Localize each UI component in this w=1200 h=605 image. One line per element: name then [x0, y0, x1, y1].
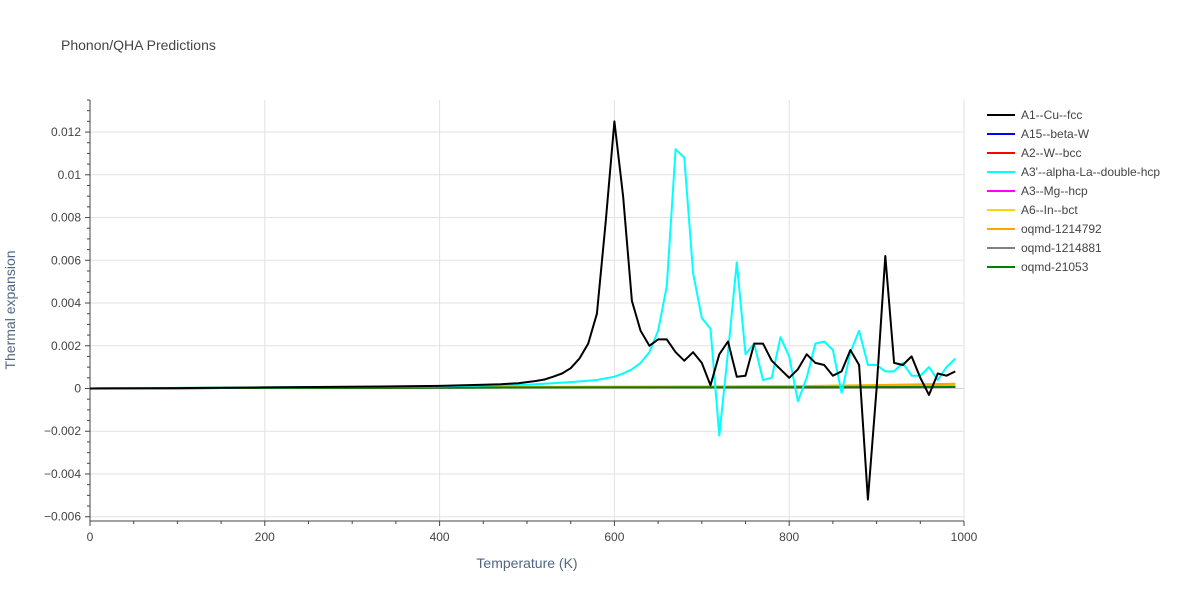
- y-tick-label: 0.004: [51, 296, 81, 310]
- x-tick-label: 400: [430, 530, 450, 544]
- x-axis-label: Temperature (K): [476, 555, 577, 571]
- series-line-A1--Cu--fcc: [89, 120, 956, 501]
- x-tick-label: 200: [255, 530, 275, 544]
- legend-label: A3--Mg--hcp: [1021, 184, 1088, 198]
- y-tick-label: −0.004: [44, 467, 81, 481]
- legend-label: oqmd-1214792: [1021, 222, 1102, 236]
- y-axis-label: Thermal expansion: [2, 250, 18, 369]
- legend-label: A2--W--bcc: [1021, 146, 1081, 160]
- x-tick-label: 1000: [951, 530, 978, 544]
- legend-item[interactable]: oqmd-1214881: [987, 241, 1102, 255]
- legend-label: A3'--alpha-La--double-hcp: [1021, 165, 1160, 179]
- legend-item[interactable]: oqmd-1214792: [987, 222, 1102, 236]
- legend-label: A6--In--bct: [1021, 203, 1078, 217]
- y-tick-label: 0.012: [51, 125, 81, 139]
- legend-item[interactable]: A3'--alpha-La--double-hcp: [987, 165, 1160, 179]
- axis-layer: 0 200 400 600 800 1000 −0.006 −0.004 −0.002 0 0.00…: [44, 99, 978, 544]
- legend: A1--Cu--fcc A15--beta-W A2--W--bcc A3'--alp…: [987, 108, 1160, 274]
- legend-item[interactable]: A6--In--bct: [987, 203, 1078, 217]
- y-tick-label: 0.002: [51, 339, 81, 353]
- legend-item[interactable]: A15--beta-W: [987, 127, 1090, 141]
- x-tick-label: 0: [87, 530, 94, 544]
- series-line-A3'--alpha-La--double-hcp: [89, 148, 956, 437]
- grid-layer: [90, 100, 965, 521]
- y-tick-label: −0.006: [44, 510, 81, 524]
- y-tick-label: −0.002: [44, 424, 81, 438]
- y-tick-label: 0.008: [51, 211, 81, 225]
- legend-label: oqmd-1214881: [1021, 241, 1102, 255]
- legend-label: oqmd-21053: [1021, 260, 1089, 274]
- series-layer: [89, 120, 956, 501]
- y-tick-label: 0.01: [58, 168, 82, 182]
- legend-item[interactable]: A3--Mg--hcp: [987, 184, 1088, 198]
- chart-title: Phonon/QHA Predictions: [61, 37, 216, 53]
- legend-item[interactable]: A1--Cu--fcc: [987, 108, 1082, 122]
- x-tick-label: 800: [779, 530, 799, 544]
- legend-item[interactable]: A2--W--bcc: [987, 146, 1081, 160]
- x-tick-label: 600: [604, 530, 624, 544]
- y-tick-label: 0.006: [51, 253, 81, 267]
- legend-label: A15--beta-W: [1021, 127, 1090, 141]
- legend-label: A1--Cu--fcc: [1021, 108, 1082, 122]
- y-tick-label: 0: [74, 382, 81, 396]
- legend-item[interactable]: oqmd-21053: [987, 260, 1089, 274]
